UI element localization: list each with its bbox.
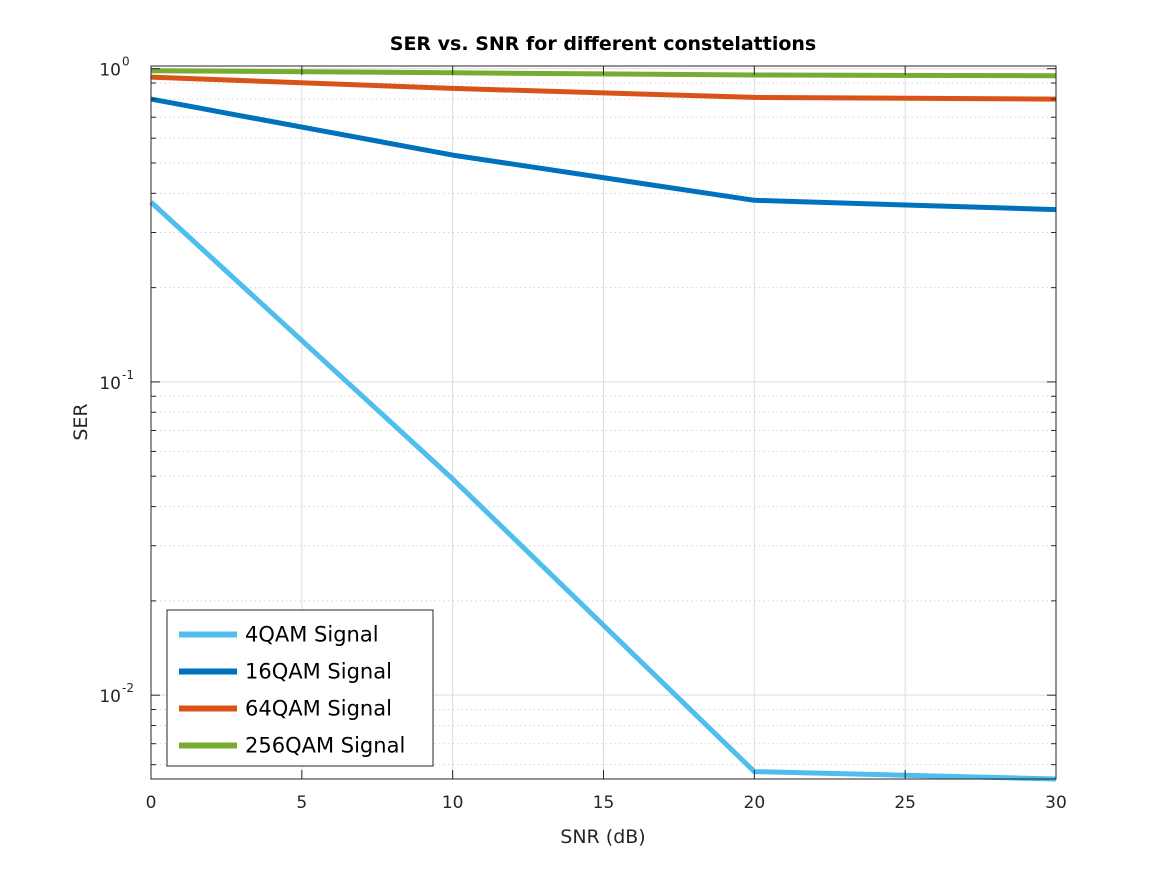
x-tick-label: 20 <box>744 793 766 813</box>
x-tick-label: 15 <box>593 793 615 813</box>
y-axis-label: SER <box>70 403 92 440</box>
x-tick-label: 25 <box>894 793 916 813</box>
x-tick-label: 5 <box>296 793 307 813</box>
x-tick-label: 10 <box>442 793 464 813</box>
y-tick-exponent: -1 <box>122 368 134 382</box>
x-tick-label: 30 <box>1045 793 1067 813</box>
legend-label: 16QAM Signal <box>245 660 392 684</box>
legend-label: 4QAM Signal <box>245 623 379 647</box>
chart-title: SER vs. SNR for different constelattions <box>390 33 816 55</box>
x-axis-label: SNR (dB) <box>560 826 645 848</box>
legend-label: 256QAM Signal <box>245 734 405 758</box>
series-line-2 <box>150 96 1057 213</box>
series-line-3 <box>150 74 1057 102</box>
y-tick-label: 10 <box>99 61 121 81</box>
legend-label: 64QAM Signal <box>245 697 392 721</box>
legend: 4QAM Signal 16QAM Signal 64QAM Signal 256QA… <box>166 609 434 767</box>
y-tick-label: 10 <box>99 374 121 394</box>
y-tick-label: 10 <box>99 687 121 707</box>
y-tick-exponent: -2 <box>122 681 134 695</box>
y-tick-exponent: 0 <box>122 55 130 69</box>
x-tick-label: 0 <box>146 793 157 813</box>
